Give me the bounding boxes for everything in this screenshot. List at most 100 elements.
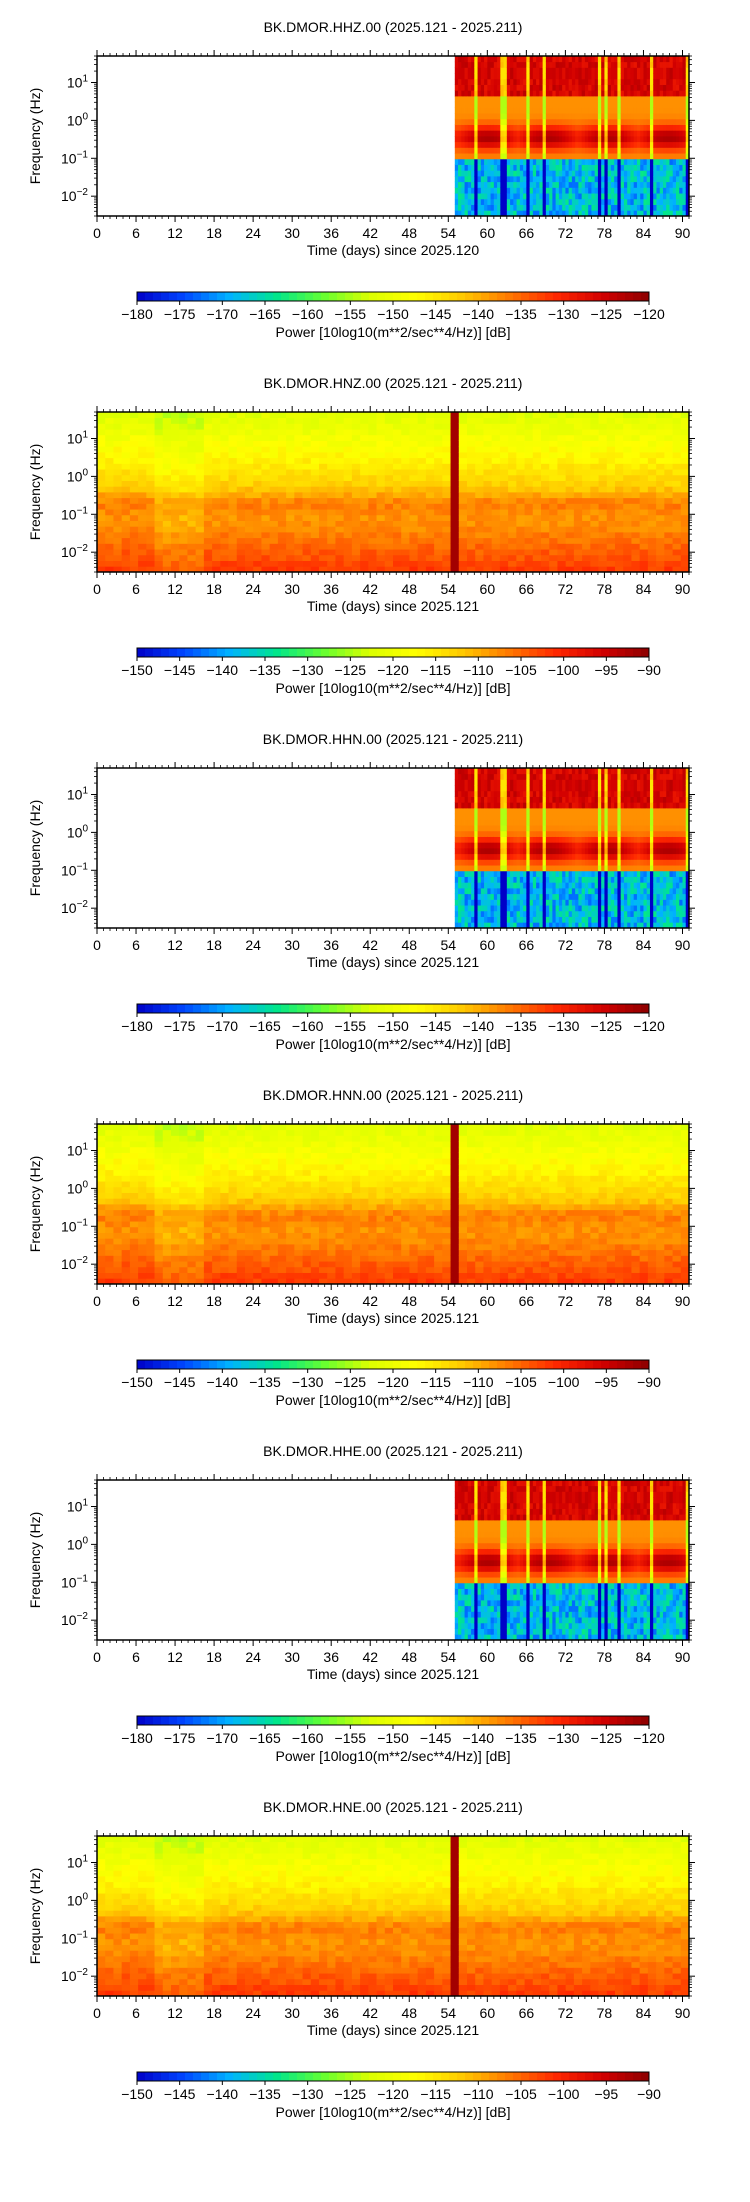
heatmap-cell xyxy=(569,193,573,199)
heatmap-cell xyxy=(673,555,682,561)
heatmap-cell xyxy=(319,412,328,418)
heatmap-cell xyxy=(360,412,369,418)
heatmap-cell xyxy=(591,79,595,85)
heatmap-cell xyxy=(122,463,131,469)
heatmap-cell xyxy=(171,555,180,561)
heatmap-cell xyxy=(401,521,410,527)
heatmap-cell xyxy=(483,538,492,544)
heatmap-cell xyxy=(595,142,599,148)
heatmap-cell xyxy=(536,85,540,91)
heatmap-cell xyxy=(294,481,303,487)
heatmap-cell xyxy=(590,452,599,458)
heatmap-cell xyxy=(513,56,517,62)
heatmap-cell xyxy=(513,130,517,136)
heatmap-cell xyxy=(352,412,361,418)
heatmap-cell xyxy=(623,441,632,447)
heatmap-cell xyxy=(513,136,517,142)
heatmap-cell xyxy=(212,538,221,544)
heatmap-cell xyxy=(582,107,586,113)
heatmap-cell xyxy=(504,125,508,131)
heatmap-cell xyxy=(575,67,579,73)
heatmap-cell xyxy=(541,492,550,498)
heatmap-cell xyxy=(368,532,377,538)
heatmap-cell xyxy=(494,142,498,148)
heatmap-cell xyxy=(409,452,418,458)
heatmap-cell xyxy=(146,452,155,458)
heatmap-cell xyxy=(237,452,246,458)
heatmap-cell xyxy=(253,521,262,527)
heatmap-cell xyxy=(517,102,521,108)
heatmap-cell xyxy=(517,147,521,153)
heatmap-cell xyxy=(656,153,660,159)
heatmap-cell xyxy=(105,515,114,521)
heatmap-cell xyxy=(327,458,336,464)
heatmap-cell xyxy=(179,486,188,492)
heatmap-cell xyxy=(617,130,621,136)
heatmap-cell xyxy=(591,165,595,171)
heatmap-cell xyxy=(319,475,328,481)
heatmap-cell xyxy=(344,435,353,441)
heatmap-cell xyxy=(510,147,514,153)
heatmap-cell xyxy=(673,469,682,475)
heatmap-cell xyxy=(212,492,221,498)
heatmap-cell xyxy=(637,147,641,153)
heatmap-cell xyxy=(530,187,534,193)
heatmap-cell xyxy=(656,412,665,418)
heatmap-cell xyxy=(569,142,573,148)
heatmap-cell xyxy=(533,119,537,125)
heatmap-cell xyxy=(569,130,573,136)
heatmap-cell xyxy=(468,187,472,193)
heatmap-cell xyxy=(640,515,649,521)
heatmap-cell xyxy=(455,67,459,73)
heatmap-cell xyxy=(516,458,525,464)
heatmap-cell xyxy=(549,435,558,441)
heatmap-cell xyxy=(536,73,540,79)
heatmap-cell xyxy=(401,561,410,567)
heatmap-cell xyxy=(664,441,673,447)
heatmap-cell xyxy=(492,458,501,464)
heatmap-cell xyxy=(377,446,386,452)
heatmap-cell xyxy=(536,205,540,211)
heatmap-cell xyxy=(385,441,394,447)
heatmap-cell xyxy=(212,509,221,515)
heatmap-cell xyxy=(664,446,673,452)
heatmap-cell xyxy=(105,475,114,481)
heatmap-cell xyxy=(565,85,569,91)
heatmap-cell xyxy=(523,199,527,205)
heatmap-cell xyxy=(624,205,628,211)
heatmap-cell xyxy=(122,481,131,487)
heatmap-cell xyxy=(517,165,521,171)
heatmap-cell xyxy=(640,561,649,567)
heatmap-cell xyxy=(204,509,213,515)
heatmap-cell xyxy=(478,125,482,131)
heatmap-cell xyxy=(471,779,475,785)
heatmap-cell xyxy=(474,859,478,865)
heatmap-cell xyxy=(278,521,287,527)
heatmap-cell xyxy=(155,561,164,567)
heatmap-cell xyxy=(556,153,560,159)
heatmap-cell xyxy=(566,475,575,481)
heatmap-cell xyxy=(566,418,575,424)
heatmap-cell xyxy=(582,435,591,441)
heatmap-cell xyxy=(481,153,485,159)
heatmap-cell xyxy=(455,170,459,176)
heatmap-cell xyxy=(679,130,683,136)
heatmap-cell xyxy=(648,543,657,549)
heatmap-cell xyxy=(595,119,599,125)
heatmap-cell xyxy=(487,165,491,171)
heatmap-cell xyxy=(669,147,673,153)
heatmap-cell xyxy=(526,142,530,148)
colorbar-swatch xyxy=(153,648,161,657)
heatmap-cell xyxy=(220,475,229,481)
heatmap-cell xyxy=(525,418,534,424)
heatmap-cell xyxy=(664,423,673,429)
heatmap-cell xyxy=(442,469,451,475)
heatmap-cell xyxy=(585,96,589,102)
heatmap-cell xyxy=(163,412,172,418)
heatmap-cell xyxy=(591,85,595,91)
heatmap-cell xyxy=(385,412,394,418)
heatmap-cell xyxy=(461,199,465,205)
heatmap-cell xyxy=(155,509,164,515)
heatmap-cell xyxy=(585,130,589,136)
heatmap-cell xyxy=(122,441,131,447)
